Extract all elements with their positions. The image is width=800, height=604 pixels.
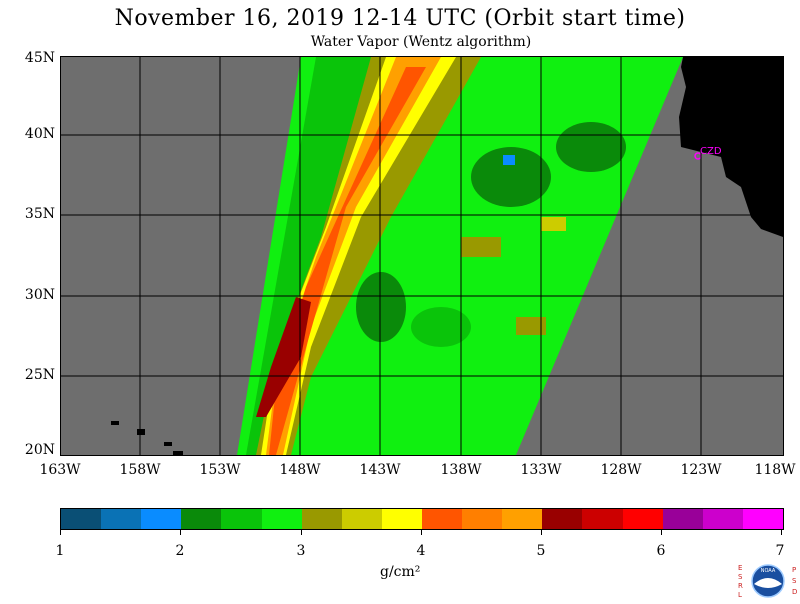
lon-label-163w: 163W [39,462,81,478]
logo-letter-p: P [792,566,796,574]
lon-label-153w: 153W [199,462,241,478]
swath-red-band [269,67,426,455]
noaa-bird-icon [754,578,782,588]
colorbar-tick-2 [180,529,181,535]
colorbar-label-5: 5 [536,543,546,559]
logo-letter-d: D [792,588,797,596]
colorbar-label-1: 1 [55,543,65,559]
colorbar-tick-7 [781,529,782,535]
lat-label-40n: 40N [24,126,55,142]
colorbar-segment-12 [502,509,543,529]
lat-label-25n: 25N [24,367,55,383]
colorbar-tick-3 [301,529,302,535]
colorbar-label-3: 3 [296,543,306,559]
lon-label-138w: 138W [440,462,482,478]
colorbar-segment-7 [301,509,342,529]
colorbar-segment-3 [141,509,182,529]
lon-label-143w: 143W [359,462,401,478]
colorbar-segment-18 [742,509,783,529]
colorbar-segment-11 [462,509,503,529]
swath-olive-band [256,57,481,455]
colorbar-segment-16 [662,509,703,529]
colorbar-segment-13 [542,509,583,529]
colorbar-segment-8 [341,509,382,529]
north-america-coast [679,57,783,237]
colorbar-segment-9 [381,509,422,529]
lon-label-148w: 148W [279,462,321,478]
colorbar-label-6: 6 [656,543,666,559]
lon-label-123w: 123W [680,462,722,478]
site-label-czd: CZD [700,146,722,157]
colorbar-label-2: 2 [175,543,185,559]
lat-label-20n: 20N [24,442,55,458]
colorbar-label-7: 7 [775,543,785,559]
moist-pocket-3 [356,272,406,342]
moist-pocket-2 [556,122,626,172]
colorbar-units: g/cm² [380,564,421,580]
olive-patch-1 [461,237,501,257]
colorbar-tick-4 [421,529,422,535]
swath-darkred-core [256,297,311,417]
logo-letter-s2: S [792,577,797,585]
colorbar-tick-6 [661,529,662,535]
colorbar-segment-5 [221,509,262,529]
colorbar-segment-4 [181,509,222,529]
logo-letter-s: S [738,573,743,581]
colorbar-tick-1 [60,529,61,535]
logo-letter-e: E [738,564,742,572]
map-title: November 16, 2019 12-14 UTC (Orbit start… [114,6,686,31]
lon-label-118w: 118W [754,462,796,478]
hawaii-island-2 [137,429,145,435]
lon-label-128w: 128W [600,462,642,478]
lat-label-45n: 45N [24,50,55,66]
colorbar-segment-10 [421,509,463,529]
map-subtitle: Water Vapor (Wentz algorithm) [310,34,532,50]
moist-pocket-1 [471,147,551,207]
lon-label-158w: 158W [119,462,161,478]
colorbar-segment-15 [622,509,663,529]
colorbar-tick-5 [541,529,542,535]
water-vapor-map [60,56,784,456]
graticule [61,57,783,455]
colorbar-segment-2 [101,509,142,529]
hawaii-island-3 [164,442,172,446]
lon-label-133w: 133W [520,462,562,478]
colorbar-segment-1 [61,509,102,529]
olive-patch-2 [516,317,546,335]
color-scale-bar [60,508,784,530]
hawaii-island-4 [173,451,183,455]
logo-letter-l: L [738,591,742,599]
lat-label-30n: 30N [24,287,55,303]
logo-letter-r: R [738,582,743,590]
colorbar-segment-14 [582,509,623,529]
logo-noaa-text: NOAA [761,568,776,574]
moist-pocket-4 [411,307,471,347]
olive-patch-3 [541,217,566,231]
colorbar-segment-6 [261,509,302,529]
noaa-esrl-psd-logo: E S R L NOAA P S D [736,562,800,600]
low-vapor-spot [503,155,515,165]
lat-label-35n: 35N [24,206,55,222]
hawaii-island-1 [111,421,119,425]
colorbar-segment-17 [702,509,743,529]
colorbar-label-4: 4 [416,543,426,559]
map-canvas [61,57,783,455]
